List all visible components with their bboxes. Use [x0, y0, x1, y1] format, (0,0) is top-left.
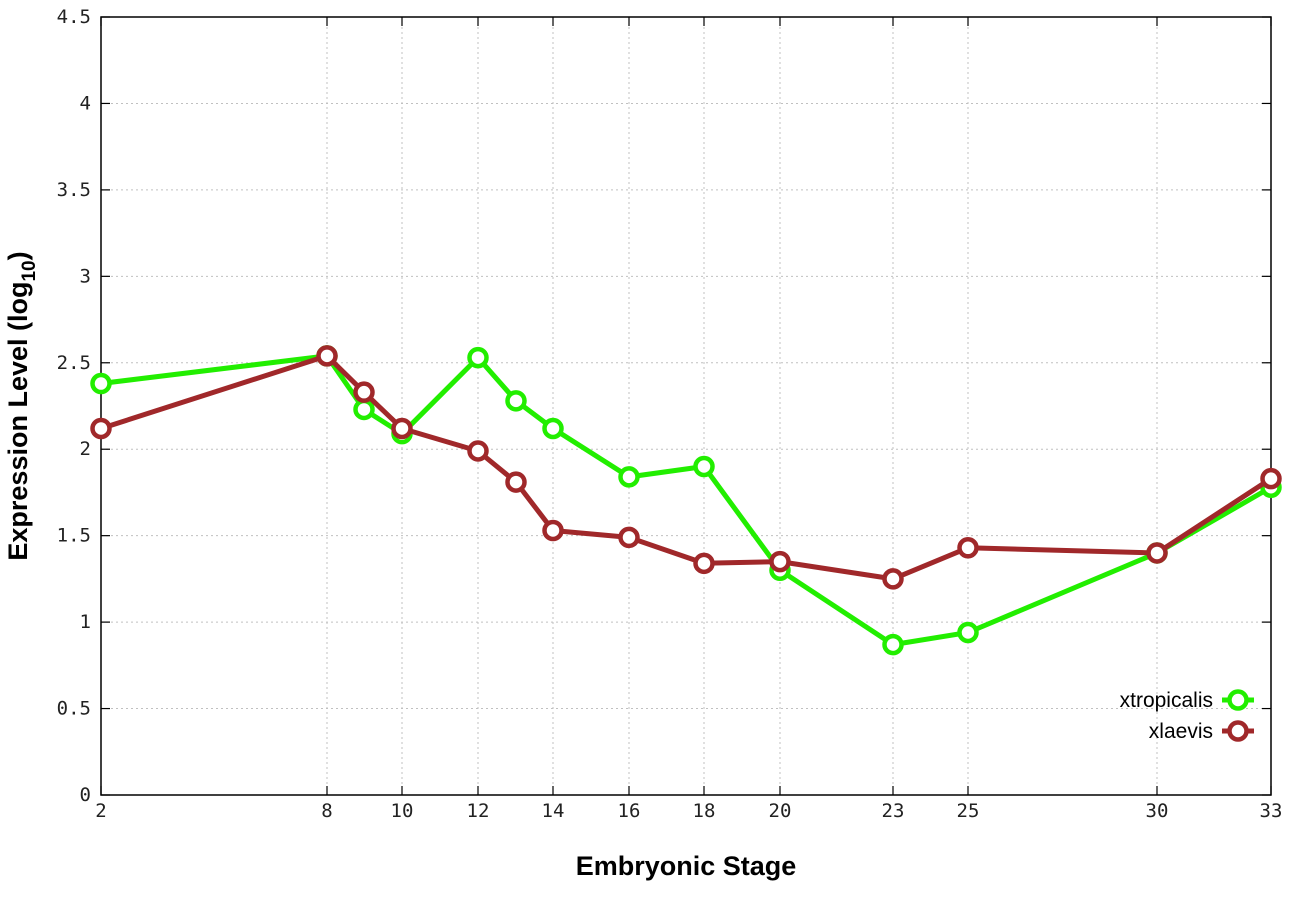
x-tick-label: 20	[769, 800, 792, 822]
data-point	[542, 519, 564, 542]
legend-label: xlaevis	[1149, 720, 1213, 743]
y-tick-label: 4.5	[57, 6, 91, 28]
data-point	[693, 455, 715, 478]
y-tick-label: 2	[80, 438, 91, 460]
y-tick-label: 1.5	[57, 525, 91, 547]
data-point	[316, 345, 338, 367]
axis-ticks: 0 0.5 1 1.5 2 2.5 3 3.5 4 4.5 2 8 10 12 14 16 18 20 23 25 30…	[57, 6, 1283, 822]
data-point	[957, 537, 979, 559]
x-tick-label: 8	[321, 800, 332, 822]
y-tick-label: 0	[80, 784, 91, 806]
y-tick-label: 2.5	[57, 352, 91, 374]
grid-lines	[101, 17, 1271, 795]
legend: xtropicalis xlaevis	[1120, 689, 1254, 743]
data-point	[505, 390, 527, 412]
x-tick-label: 2	[95, 800, 106, 822]
x-tick-label: 23	[882, 800, 905, 822]
legend-swatch-marker	[1227, 720, 1249, 742]
legend-entry: xtropicalis	[1120, 689, 1254, 712]
data-point	[90, 372, 112, 395]
data-point	[618, 526, 640, 549]
data-point	[542, 417, 564, 440]
y-axis-title-close: )	[3, 251, 33, 260]
x-tick-label: 33	[1260, 800, 1283, 822]
series-line	[98, 353, 1274, 648]
legend-label: xtropicalis	[1120, 689, 1213, 712]
y-tick-label: 1	[80, 611, 91, 633]
x-axis-title: Embryonic Stage	[576, 851, 797, 881]
data-point	[618, 466, 640, 488]
series-xtropicalis	[90, 345, 1282, 656]
data-point	[90, 417, 112, 440]
y-tick-label: 3	[80, 265, 91, 287]
y-tick-label: 4	[80, 92, 91, 114]
data-point	[693, 552, 715, 575]
series-xlaevis	[90, 345, 1282, 590]
y-axis-title-subscript: 10	[19, 260, 40, 281]
data-point	[1146, 542, 1168, 564]
x-tick-label: 16	[618, 800, 641, 822]
x-tick-label: 12	[467, 800, 490, 822]
data-point	[882, 633, 904, 656]
data-point	[353, 381, 375, 403]
data-point	[957, 621, 979, 644]
y-axis-title-main: Expression Level (log	[3, 282, 33, 561]
x-tick-label: 14	[542, 800, 565, 822]
plot-frame	[100, 16, 1272, 796]
data-point	[391, 417, 413, 440]
data-point	[505, 471, 527, 493]
y-axis-title: Expression Level (log10)	[3, 251, 40, 560]
legend-swatch-marker	[1227, 689, 1249, 711]
data-point	[769, 550, 791, 573]
x-tick-label: 10	[391, 800, 414, 822]
y-tick-label: 0.5	[57, 698, 91, 720]
data-point	[1260, 467, 1282, 490]
data-point	[467, 346, 489, 369]
data-point	[353, 398, 375, 421]
data-point	[467, 440, 489, 462]
series-layer	[90, 345, 1282, 656]
legend-entry: xlaevis	[1149, 720, 1254, 743]
y-tick-label: 3.5	[57, 179, 91, 201]
x-tick-label: 30	[1146, 800, 1169, 822]
data-point	[882, 568, 904, 590]
x-tick-label: 18	[693, 800, 716, 822]
x-tick-label: 25	[957, 800, 980, 822]
